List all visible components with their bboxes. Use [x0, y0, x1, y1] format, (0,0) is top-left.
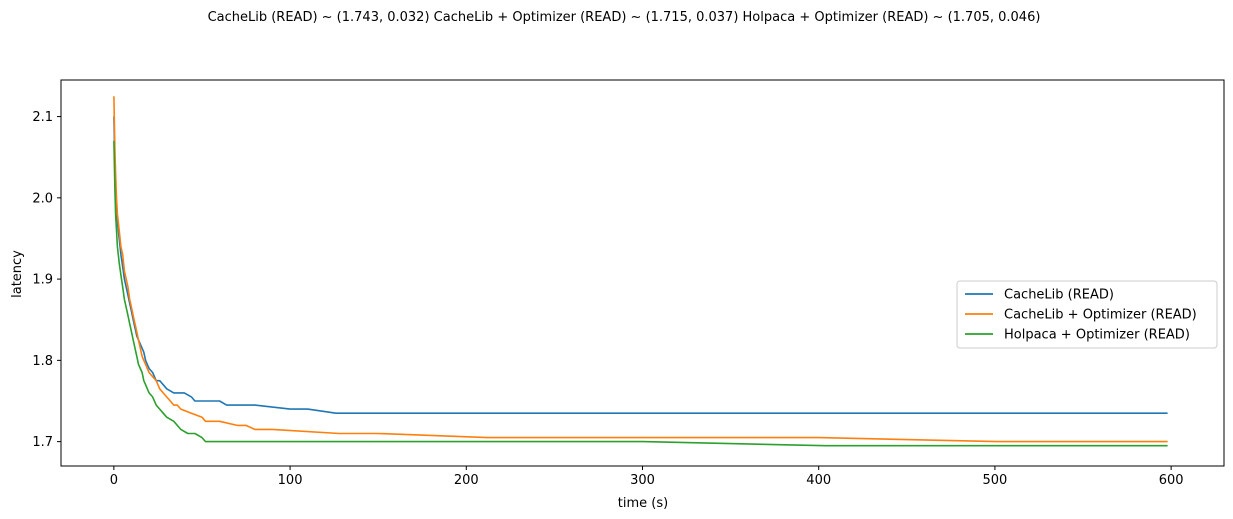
- series-line-1: [113, 96, 1168, 443]
- x-tick-label: 500: [983, 473, 1008, 488]
- series-line-0: [113, 116, 1168, 415]
- legend-label: CacheLib (READ): [1004, 288, 1114, 303]
- series-layer: [113, 96, 1168, 447]
- y-tick-label: 1.9: [32, 273, 53, 288]
- x-axis-label: time (s): [618, 496, 668, 511]
- legend: CacheLib (READ) CacheLib + Optimizer (REA…: [956, 280, 1218, 349]
- x-tick-label: 600: [1159, 473, 1184, 488]
- legend-label: CacheLib + Optimizer (READ): [1004, 308, 1197, 323]
- x-tick-label: 300: [630, 473, 655, 488]
- axes-frame: [60, 79, 1225, 467]
- chart-title: CacheLib (READ) ~ (1.743, 0.032) CacheLi…: [208, 10, 1041, 25]
- x-tick-label: 400: [806, 473, 831, 488]
- y-axis-ticks: 1.7 1.8 1.9 2.0 2.1: [32, 110, 61, 450]
- y-tick-label: 1.7: [32, 435, 53, 450]
- series-line-2: [113, 140, 1168, 447]
- x-tick-label: 200: [454, 473, 479, 488]
- legend-label: Holpaca + Optimizer (READ): [1004, 328, 1190, 343]
- y-tick-label: 2.1: [32, 110, 53, 125]
- y-axis-label: latency: [10, 250, 25, 298]
- x-tick-label: 0: [110, 473, 118, 488]
- y-tick-label: 2.0: [32, 191, 53, 206]
- x-axis-ticks: 0 100 200 300 400 500 600: [110, 466, 1184, 488]
- x-tick-label: 100: [278, 473, 303, 488]
- y-tick-label: 1.8: [32, 354, 53, 369]
- legend-box: [956, 280, 1218, 349]
